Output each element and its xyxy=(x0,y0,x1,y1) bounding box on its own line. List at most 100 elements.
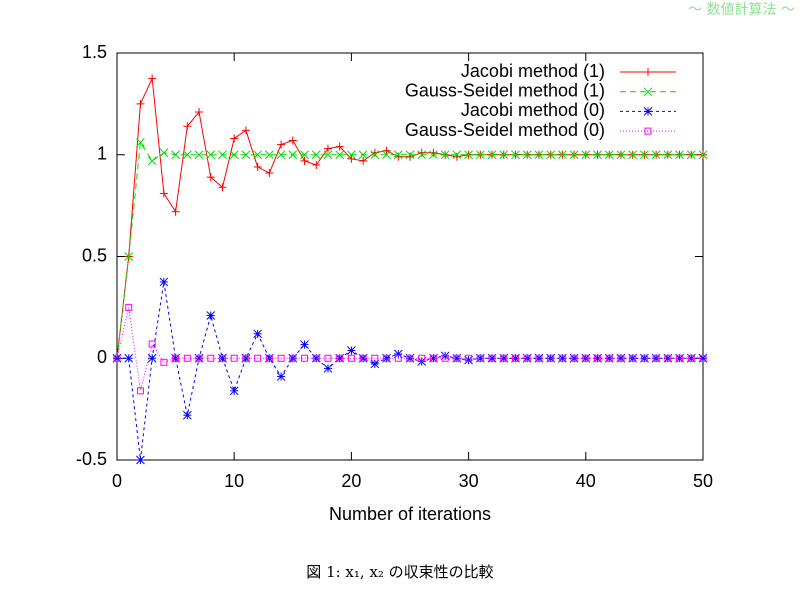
marker-stroke xyxy=(547,354,555,362)
marker-stroke xyxy=(687,354,695,362)
point xyxy=(230,134,239,143)
point xyxy=(604,150,614,160)
point xyxy=(265,354,273,362)
point xyxy=(159,277,169,287)
point xyxy=(323,144,332,153)
x-tick-label: 50 xyxy=(693,471,713,491)
marker-stroke xyxy=(453,354,461,362)
point xyxy=(113,354,121,362)
point xyxy=(440,150,450,160)
point xyxy=(664,354,672,362)
point xyxy=(629,354,637,362)
marker-stroke xyxy=(465,354,473,362)
point xyxy=(640,150,649,160)
point xyxy=(476,354,484,362)
point xyxy=(465,354,473,362)
x-tick-label: 20 xyxy=(341,471,361,491)
point xyxy=(218,354,226,362)
marker-stroke xyxy=(288,150,298,160)
x-tick-label: 30 xyxy=(459,471,479,491)
point xyxy=(628,150,638,160)
marker-stroke xyxy=(347,150,356,160)
point xyxy=(593,150,602,160)
marker-stroke xyxy=(534,150,544,160)
legend-label: Gauss-Seidel method (1) xyxy=(405,80,605,100)
x-tick-label: 0 xyxy=(112,471,122,491)
point xyxy=(277,140,286,149)
marker-stroke xyxy=(300,340,309,349)
point xyxy=(148,74,157,83)
marker-stroke xyxy=(475,150,485,160)
point xyxy=(581,150,591,160)
marker-stroke xyxy=(229,386,239,396)
marker-stroke xyxy=(418,354,426,362)
point xyxy=(499,150,509,160)
point xyxy=(336,354,344,362)
marker-stroke xyxy=(594,354,602,362)
point xyxy=(253,150,262,160)
marker-stroke xyxy=(171,150,180,160)
marker-stroke xyxy=(136,387,144,395)
y-tick-label: -0.5 xyxy=(76,449,107,469)
marker-stroke xyxy=(487,150,497,160)
marker-stroke xyxy=(405,150,415,160)
point xyxy=(311,150,321,160)
marker-stroke xyxy=(276,150,286,160)
marker-stroke xyxy=(629,354,637,362)
point xyxy=(452,150,462,160)
point xyxy=(371,354,379,362)
marker-stroke xyxy=(125,303,133,311)
legend-label: Gauss-Seidel method (0) xyxy=(405,120,605,140)
legend-label: Jacobi method (1) xyxy=(461,61,605,81)
marker-stroke xyxy=(558,150,567,160)
caption: 図 1: x₁, x₂ の収束性の比較 xyxy=(306,563,493,581)
point xyxy=(418,354,426,362)
point xyxy=(171,207,180,216)
point xyxy=(535,354,543,362)
point xyxy=(475,150,485,160)
marker-stroke xyxy=(206,150,216,160)
marker-stroke xyxy=(230,354,238,362)
marker-stroke xyxy=(301,354,309,362)
point xyxy=(147,353,157,363)
point xyxy=(405,150,415,160)
marker-stroke xyxy=(406,354,414,362)
point xyxy=(393,150,403,160)
point xyxy=(254,354,262,362)
point xyxy=(206,150,216,160)
marker-stroke xyxy=(312,354,320,362)
point xyxy=(616,150,626,160)
marker-stroke xyxy=(183,354,191,362)
marker-stroke xyxy=(124,252,134,261)
point xyxy=(441,354,449,362)
marker-stroke xyxy=(265,150,274,160)
marker-stroke xyxy=(581,150,591,160)
point xyxy=(570,354,578,362)
marker-stroke xyxy=(464,150,473,160)
point xyxy=(417,148,426,157)
point xyxy=(265,169,274,178)
point xyxy=(644,127,652,135)
marker-stroke xyxy=(394,354,402,362)
point xyxy=(253,162,262,171)
marker-stroke xyxy=(582,354,590,362)
point xyxy=(487,150,497,160)
point xyxy=(229,150,239,160)
marker-stroke xyxy=(393,150,403,160)
point xyxy=(453,354,461,362)
marker-stroke xyxy=(218,150,227,160)
marker-stroke xyxy=(289,354,297,362)
point xyxy=(206,173,215,182)
marker-stroke xyxy=(686,150,696,160)
marker-stroke xyxy=(499,150,509,160)
point xyxy=(312,354,320,362)
marker-stroke xyxy=(417,150,427,160)
point xyxy=(686,150,696,160)
marker-stroke xyxy=(441,354,449,362)
point xyxy=(558,354,566,362)
point xyxy=(643,107,653,116)
series-line xyxy=(116,141,703,359)
point xyxy=(652,354,660,362)
point xyxy=(242,354,250,362)
